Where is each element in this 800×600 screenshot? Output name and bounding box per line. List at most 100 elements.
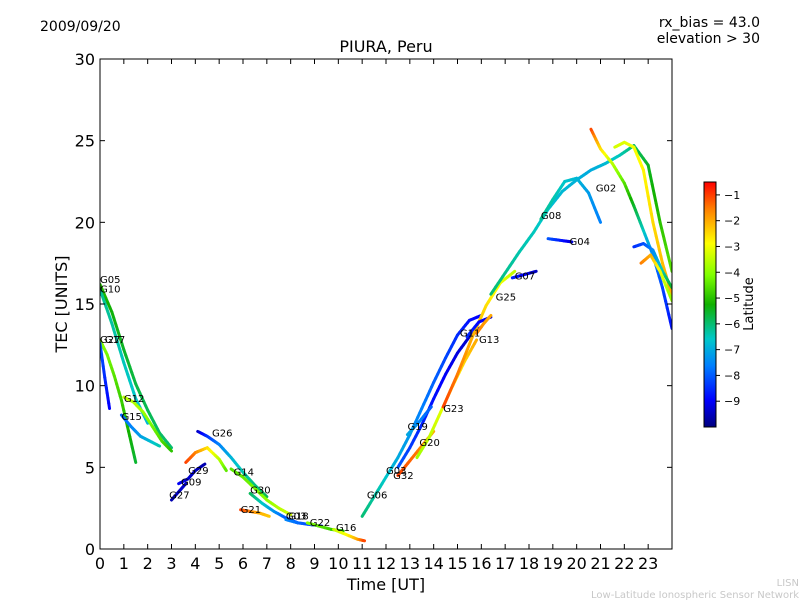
- satellite-label: G03: [286, 512, 306, 523]
- series-G08: [539, 176, 602, 224]
- satellite-label: G25: [496, 293, 516, 304]
- x-tick-label: 20: [566, 554, 586, 573]
- satellite-label: G27: [100, 335, 120, 346]
- series-segment: [427, 405, 433, 411]
- series-segment: [656, 211, 662, 224]
- x-tick-label: 3: [166, 554, 176, 573]
- y-tick-label: 5: [85, 458, 95, 477]
- satellite-label: G16: [336, 523, 356, 534]
- series-segment: [654, 201, 660, 215]
- satellite-label: G09: [181, 477, 201, 488]
- series-G25: [489, 144, 672, 296]
- series-segment: [510, 269, 517, 275]
- y-tick-label: 0: [85, 540, 95, 559]
- footer-lisn: LISN: [777, 578, 799, 589]
- series-G02: [589, 127, 672, 330]
- series-G19: [405, 405, 433, 437]
- satellite-label: G18: [288, 512, 308, 523]
- series-segment: [597, 215, 602, 224]
- colorbar-tick-label: −8: [724, 369, 740, 382]
- colorbar-tick-label: −7: [724, 344, 740, 357]
- series-segment: [133, 455, 138, 464]
- x-tick-label: 9: [309, 554, 319, 573]
- series-segment: [266, 514, 271, 518]
- satellite-label: G12: [124, 394, 144, 405]
- series-segment: [168, 443, 173, 450]
- satellite-label: G17: [105, 335, 125, 346]
- series-G13: [475, 313, 493, 335]
- satellite-label: G27: [169, 490, 189, 501]
- colorbar-tick-label: −6: [724, 318, 740, 331]
- series-segment: [223, 467, 228, 473]
- satellite-label: G14: [233, 468, 253, 479]
- series-segment: [473, 338, 479, 345]
- colorbar-label: Latitude: [742, 277, 757, 331]
- series-segment: [144, 417, 150, 425]
- y-tick-label: 25: [75, 132, 95, 151]
- series-G21: [239, 508, 271, 518]
- colorbar-tick-label: −2: [724, 215, 740, 228]
- satellite-label: G20: [419, 438, 439, 449]
- y-tick-label: 15: [75, 295, 95, 314]
- satellite-label: G10: [100, 285, 120, 296]
- x-tick-label: 5: [214, 554, 224, 573]
- x-tick-label: 0: [95, 554, 105, 573]
- x-axis: 0 1 2 3 4 5 6 7 8 9 10 11 12 13 14 15 16 17 18 19 20 21 22 23: [95, 59, 658, 573]
- series-G28: [632, 242, 672, 290]
- x-tick-label: 17: [495, 554, 515, 573]
- satellite-label: G03: [386, 466, 406, 477]
- x-tick-label: 11: [352, 554, 372, 573]
- x-tick-label: 12: [376, 554, 396, 573]
- footer-network: Low-Latitude Ionospheric Sensor Network: [591, 590, 799, 600]
- series-segment: [652, 192, 658, 205]
- colorbar-ticks: −1 −2 −3 −4 −5 −6 −7 −8 −9: [716, 189, 740, 408]
- series-segment: [156, 443, 162, 448]
- x-tick-label: 7: [262, 554, 272, 573]
- series-segment: [650, 182, 656, 196]
- x-axis-label: Time [UT]: [346, 575, 425, 594]
- series-segment: [287, 512, 293, 517]
- series-segment: [532, 269, 538, 274]
- satellite-label: G21: [241, 505, 261, 516]
- colorbar-tick-label: −9: [724, 395, 740, 408]
- chart-title: PIURA, Peru: [339, 37, 432, 56]
- series-segment: [168, 447, 173, 453]
- series-segment: [488, 313, 493, 319]
- y-axis-label: TEC [UNITS]: [52, 256, 71, 354]
- series-segment: [107, 401, 112, 411]
- satellite-label: G23: [443, 404, 463, 415]
- colorbar-tick-label: −5: [724, 292, 740, 305]
- series-segment: [201, 462, 207, 467]
- satellite-label: G26: [212, 428, 232, 439]
- series-G17: [100, 341, 112, 411]
- series-G14: [229, 467, 293, 517]
- rx-bias-label: rx_bias = 43.0: [659, 15, 760, 31]
- series-G07: [510, 269, 538, 280]
- satellite-label: G08: [541, 211, 561, 222]
- satellite-label: G30: [250, 485, 270, 496]
- series-segment: [646, 163, 652, 177]
- series-G29: [184, 446, 228, 473]
- x-tick-label: 21: [590, 554, 610, 573]
- x-tick-label: 23: [638, 554, 658, 573]
- satellite-label: G06: [367, 490, 387, 501]
- y-tick-label: 10: [75, 377, 95, 396]
- x-tick-label: 18: [519, 554, 539, 573]
- satellite-label: G13: [479, 335, 499, 346]
- satellite-label: G07: [515, 272, 535, 283]
- series-G06: [360, 313, 483, 518]
- colorbar-tick-label: −4: [724, 266, 740, 279]
- satellite-label: G15: [121, 412, 141, 423]
- colorbar-tick-label: −1: [724, 189, 740, 202]
- colorbar: [703, 181, 717, 428]
- x-tick-label: 1: [119, 554, 129, 573]
- series-segment: [263, 493, 269, 499]
- x-tick-label: 14: [423, 554, 443, 573]
- series-G27b: [170, 482, 188, 502]
- date-label: 2009/09/20: [40, 19, 121, 35]
- series-G09: [177, 462, 207, 486]
- satellite-label: G29: [188, 466, 208, 477]
- elevation-label: elevation > 30: [657, 31, 760, 47]
- x-tick-label: 10: [328, 554, 348, 573]
